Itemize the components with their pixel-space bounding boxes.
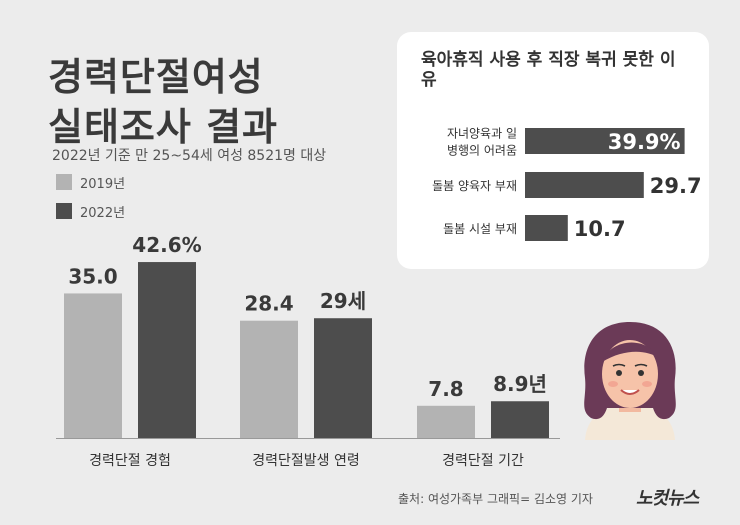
legend-label-2019: 2019년 bbox=[80, 176, 126, 192]
legend-item-2019: 2019년 bbox=[56, 172, 125, 192]
reason-label-2-line-0: 돌봄 시설 부재 bbox=[443, 222, 517, 236]
reason-value-1: 29.7 bbox=[650, 174, 702, 198]
reason-value-2: 10.7 bbox=[574, 217, 626, 241]
source-credit: 출처: 여성가족부 그래픽= 김소영 기자 bbox=[398, 492, 593, 506]
reason-label-0-line-0: 자녀양육과 일 bbox=[447, 127, 517, 141]
reason-label-0-line-1: 병행의 어려움 bbox=[447, 143, 517, 158]
page-title: 경력단절여성 실태조사 결과 bbox=[48, 52, 278, 152]
category-label-1: 경력단절발생 연령 bbox=[252, 453, 360, 469]
reason-bar-2 bbox=[525, 215, 568, 241]
category-label-2: 경력단절 기간 bbox=[442, 453, 524, 469]
bar-2019-2 bbox=[417, 405, 475, 438]
title-line-2: 실태조사 결과 bbox=[48, 105, 278, 149]
reason-label-1-line-0: 돌봄 양육자 부재 bbox=[432, 179, 517, 193]
bar-label-2019-0: 35.0 bbox=[68, 264, 117, 288]
bar-2022-1 bbox=[314, 318, 372, 438]
bar-label-2022-1: 29세 bbox=[320, 289, 366, 313]
legend-item-2022: 2022년 bbox=[56, 201, 125, 221]
nocut-news-logo: 노컷뉴스 bbox=[636, 488, 699, 509]
bar-label-2019-2: 7.8 bbox=[428, 377, 463, 401]
reason-value-0: 39.9% bbox=[608, 130, 681, 154]
reason-bar-0 bbox=[525, 128, 685, 154]
legend-swatch-2019 bbox=[56, 174, 72, 190]
reason-bar-1 bbox=[525, 172, 644, 198]
bar-2019-1 bbox=[240, 320, 298, 438]
bar-label-2022-0: 42.6% bbox=[132, 233, 201, 257]
bar-label-2022-2: 8.9년 bbox=[493, 372, 547, 396]
bar-2019-0 bbox=[64, 293, 122, 438]
category-label-0: 경력단절 경험 bbox=[89, 453, 171, 469]
woman-illustration bbox=[584, 322, 676, 440]
bar-2022-0 bbox=[138, 262, 196, 438]
page-subtitle: 2022년 기준 만 25~54세 여성 8521명 대상 bbox=[52, 148, 327, 164]
bar-2022-2 bbox=[491, 401, 549, 438]
chart-legend: 2019년 2022년 bbox=[56, 172, 125, 230]
legend-swatch-2022 bbox=[56, 203, 72, 219]
legend-label-2022: 2022년 bbox=[80, 205, 126, 221]
panel-title: 육아휴직 사용 후 직장 복귀 못한 이유 bbox=[421, 50, 676, 90]
bar-label-2019-1: 28.4 bbox=[244, 292, 293, 316]
title-line-1: 경력단절여성 bbox=[48, 55, 264, 99]
